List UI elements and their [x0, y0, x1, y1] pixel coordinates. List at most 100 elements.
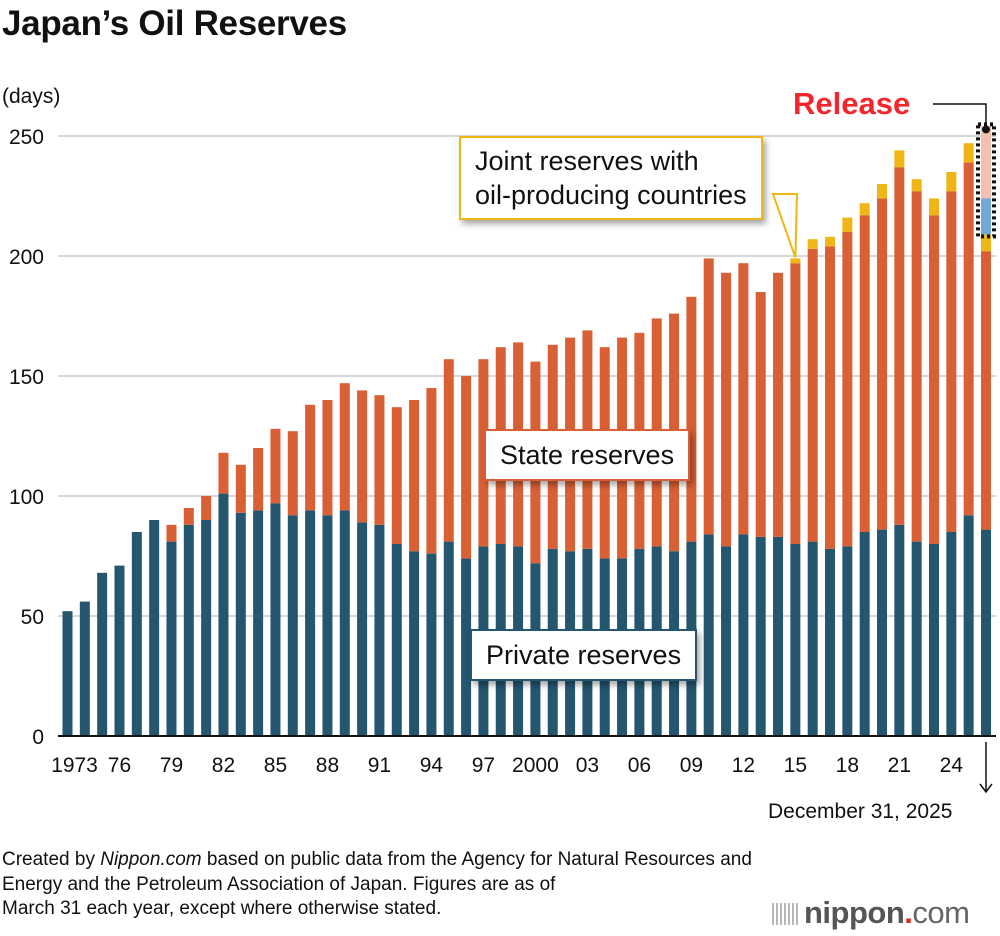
- bar-release_private-Dec-2025: [980, 198, 991, 235]
- bar-private-1995: [443, 541, 454, 736]
- bar-state-1997: [478, 359, 489, 547]
- bar-state-1987: [305, 404, 316, 511]
- bar-state-2015: [790, 263, 801, 544]
- bar-state-2016: [807, 248, 818, 542]
- bar-private-1986: [287, 515, 298, 736]
- bar-private-1988: [322, 515, 333, 736]
- bar-state-1994: [426, 388, 437, 554]
- release-leader-line: [933, 103, 987, 129]
- private-reserves-label: Private reserves: [470, 629, 698, 681]
- chart: 0 50 100 150 200 250 (days) 1973 76 79 82 85 88 91 9…: [2, 85, 996, 794]
- bar-state-2021: [894, 167, 905, 525]
- y-tick-label: 250: [9, 126, 44, 149]
- x-tick-label: 24: [940, 754, 964, 777]
- bar-joint-2018: [842, 217, 853, 232]
- joint-callout-pointer: [771, 193, 799, 258]
- bar-private-2022: [911, 541, 922, 736]
- bar-private-2017: [825, 548, 836, 736]
- bar-private-2021: [894, 524, 905, 736]
- bar-joint-2020: [877, 184, 888, 199]
- last-date-label: December 31, 2025: [768, 800, 953, 823]
- bar-state-Dec-2025: [980, 251, 991, 530]
- bar-state-2022: [911, 191, 922, 542]
- bar-state-2020: [877, 198, 888, 530]
- bar-state-1979: [166, 524, 177, 542]
- bar-private-2011: [721, 546, 732, 736]
- bar-state-2009: [686, 296, 697, 542]
- bar-joint-Dec-2025: [980, 234, 991, 252]
- bar-state-2019: [859, 215, 870, 532]
- bar-private-1979: [166, 541, 177, 736]
- x-tick-label: 94: [420, 754, 444, 777]
- x-tick-label: 03: [576, 754, 599, 777]
- bar-release_state-Dec-2025: [980, 126, 991, 199]
- bar-state-2025: [963, 162, 974, 516]
- bar-private-2025: [963, 515, 974, 736]
- leader-lines: [771, 103, 993, 794]
- bar-state-1985: [270, 428, 281, 504]
- x-tick-label: 18: [836, 754, 859, 777]
- bar-private-1991: [374, 524, 385, 736]
- bar-private-1973: [62, 611, 73, 736]
- bar-state-1992: [391, 407, 402, 544]
- bar-state-1991: [374, 395, 385, 525]
- x-tick-label: 76: [108, 754, 131, 777]
- logo-tld: com: [912, 895, 970, 930]
- bar-state-1989: [339, 383, 350, 511]
- y-tick-label: 50: [21, 606, 44, 629]
- bar-state-1983: [235, 464, 246, 513]
- x-tick-label: 91: [368, 754, 391, 777]
- bar-state-1990: [357, 390, 368, 523]
- x-tick-label: 2000: [512, 754, 559, 777]
- bar-state-2024: [946, 191, 957, 532]
- x-tick-label: 82: [212, 754, 235, 777]
- bar-joint-2019: [859, 203, 870, 216]
- bar-private-1975: [97, 572, 108, 736]
- y-tick-label: 200: [9, 246, 44, 269]
- bar-state-2013: [755, 292, 766, 537]
- bar-state-2018: [842, 232, 853, 547]
- bar-joint-2021: [894, 150, 905, 168]
- source-brand: Nippon.com: [100, 849, 202, 870]
- bar-state-1993: [409, 400, 420, 552]
- bar-private-1987: [305, 510, 316, 736]
- bar-private-1981: [201, 520, 212, 736]
- x-tick-label: 09: [680, 754, 703, 777]
- y-axis-ticks: 0 50 100 150 200 250: [9, 126, 44, 749]
- bar-state-2011: [721, 272, 732, 547]
- bar-state-1984: [253, 448, 264, 511]
- bar-joint-2023: [929, 198, 939, 216]
- source-line-3: March 31 each year, except where otherwi…: [2, 898, 442, 919]
- y-tick-label: 150: [9, 366, 44, 389]
- x-tick-label: 06: [628, 754, 651, 777]
- bar-state-1995: [443, 359, 454, 542]
- bar-private-1992: [391, 544, 402, 736]
- release-label: Release: [793, 86, 911, 121]
- bar-private-2015: [790, 544, 801, 736]
- bar-private-1983: [235, 512, 246, 736]
- source-line1-rest: based on public data from the Agency for…: [201, 849, 752, 870]
- source-line-1: Created by Nippon.com based on public da…: [2, 848, 1000, 873]
- chart-title: Japan’s Oil Reserves: [2, 4, 347, 43]
- bar-joint-2017: [825, 236, 836, 247]
- bar-state-1988: [322, 400, 333, 516]
- bar-state-2010: [703, 258, 714, 535]
- source-line-2: Energy and the Petroleum Association of …: [2, 873, 556, 895]
- bar-joint-2024: [946, 172, 957, 192]
- y-axis-unit-label: (days): [2, 85, 60, 108]
- bar-private-1993: [409, 551, 420, 736]
- state-reserves-label: State reserves: [484, 429, 691, 481]
- bar-private-2019: [859, 532, 870, 736]
- logo-name: nippon: [804, 895, 905, 930]
- x-tick-label: 15: [784, 754, 807, 777]
- bar-state-2012: [738, 263, 749, 535]
- bar-private-2010: [703, 534, 714, 736]
- x-tick-label: 12: [732, 754, 755, 777]
- bar-state-1996: [461, 376, 472, 559]
- x-tick-label: 21: [888, 754, 911, 777]
- bar-private-1990: [357, 522, 368, 736]
- source-note: Created by Nippon.com based on public da…: [2, 848, 1000, 922]
- bar-private-1982: [218, 493, 229, 736]
- bar-private-2023: [929, 544, 939, 736]
- logo-dot: .: [904, 895, 913, 930]
